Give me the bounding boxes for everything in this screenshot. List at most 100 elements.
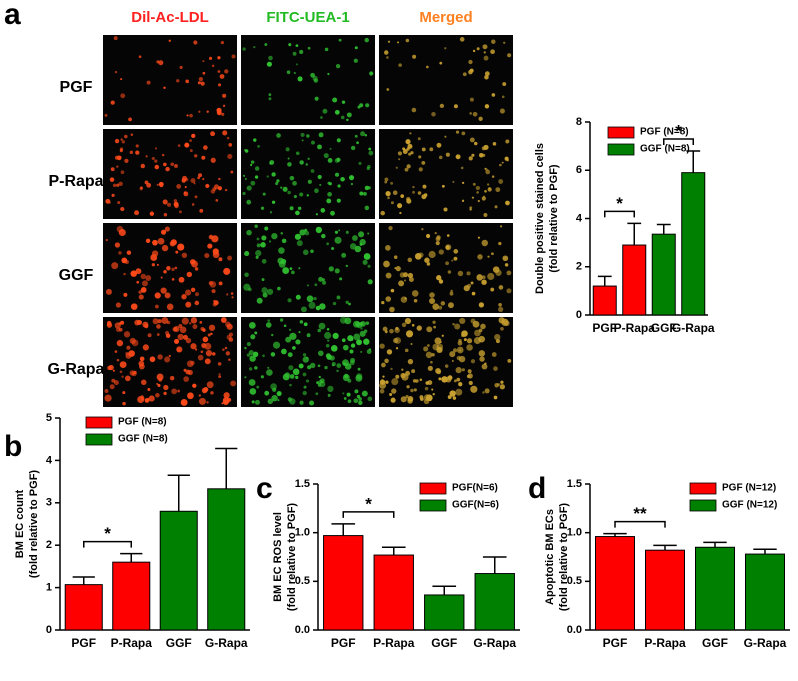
cell: [491, 39, 496, 44]
cell: [492, 142, 497, 146]
cell: [473, 141, 478, 146]
cell: [209, 281, 217, 288]
cell: [163, 86, 166, 90]
y-tick-label: 6: [576, 164, 582, 176]
cell: [115, 327, 121, 332]
cell: [130, 133, 134, 136]
cell: [354, 134, 358, 138]
cell: [288, 43, 292, 47]
cell: [266, 288, 274, 295]
cell: [306, 284, 309, 287]
cell: [358, 161, 362, 166]
cell: [210, 189, 216, 194]
cell: [217, 70, 221, 73]
cell: [484, 167, 487, 170]
cell: [217, 83, 222, 87]
cell: [123, 331, 131, 338]
cell: [227, 153, 233, 160]
cell: [288, 328, 292, 332]
cell: [395, 166, 398, 169]
cell: [367, 396, 373, 402]
cell: [310, 249, 314, 254]
cell: [484, 104, 490, 109]
cell: [202, 71, 206, 75]
cell: [365, 321, 370, 325]
cell: [113, 380, 119, 386]
x-tick-label: G-Rapa: [672, 321, 715, 335]
bar: [695, 546, 735, 631]
cell: [363, 338, 370, 345]
cell: [220, 317, 227, 323]
cell: [394, 337, 402, 344]
cell: [336, 369, 339, 373]
cell: [356, 141, 359, 145]
cell: [198, 110, 201, 113]
bar: [745, 553, 785, 631]
cell: [505, 139, 510, 144]
cell: [141, 280, 148, 287]
cell: [308, 301, 316, 309]
cell: [282, 186, 288, 192]
cell: [476, 47, 480, 51]
cell: [305, 379, 310, 383]
cell: [389, 328, 394, 334]
cell: [435, 241, 440, 246]
error-bar: [482, 556, 507, 574]
cell: [385, 272, 392, 279]
cell: [184, 186, 187, 189]
cell: [497, 383, 501, 386]
cell: [395, 347, 399, 350]
cell: [310, 362, 316, 369]
cell: [231, 296, 234, 299]
cell: [387, 196, 390, 200]
cell: [493, 395, 498, 400]
cell: [306, 333, 311, 338]
cell: [201, 342, 207, 349]
error-bar: [653, 544, 677, 551]
cell: [253, 138, 257, 142]
cell: [501, 95, 505, 99]
cell: [425, 233, 431, 239]
cell: [144, 398, 150, 403]
cell: [138, 290, 142, 294]
cell: [453, 104, 458, 109]
cell: [179, 65, 183, 69]
cell: [501, 318, 509, 326]
cell: [355, 374, 363, 382]
cell: [269, 211, 273, 214]
cell: [421, 194, 427, 200]
cell: [287, 352, 293, 358]
cell: [164, 356, 171, 363]
cell: [292, 51, 297, 56]
cell: [302, 356, 309, 363]
cell: [156, 324, 161, 329]
cell: [124, 259, 129, 265]
cell: [292, 368, 300, 376]
cell: [358, 400, 363, 405]
cell: [136, 280, 140, 284]
cell: [145, 155, 148, 158]
cell: [242, 47, 246, 51]
micrograph: [379, 317, 513, 407]
cell: [179, 326, 187, 334]
cell: [354, 46, 358, 50]
cell: [152, 318, 159, 325]
cell: [426, 326, 433, 333]
cell: [301, 139, 304, 142]
cell: [217, 56, 221, 60]
cell: [264, 43, 268, 46]
cell: [430, 360, 433, 364]
cell: [358, 231, 365, 238]
cell: [432, 303, 440, 311]
cell: [291, 270, 295, 275]
cell: [154, 147, 157, 150]
cell: [439, 103, 445, 109]
cell: [268, 240, 272, 243]
cell: [421, 227, 424, 231]
bar: [323, 535, 364, 631]
cell: [348, 302, 351, 306]
cell: [339, 277, 343, 281]
cell: [439, 61, 443, 65]
y-tick-label: 0.5: [567, 575, 582, 587]
cell: [456, 377, 461, 382]
